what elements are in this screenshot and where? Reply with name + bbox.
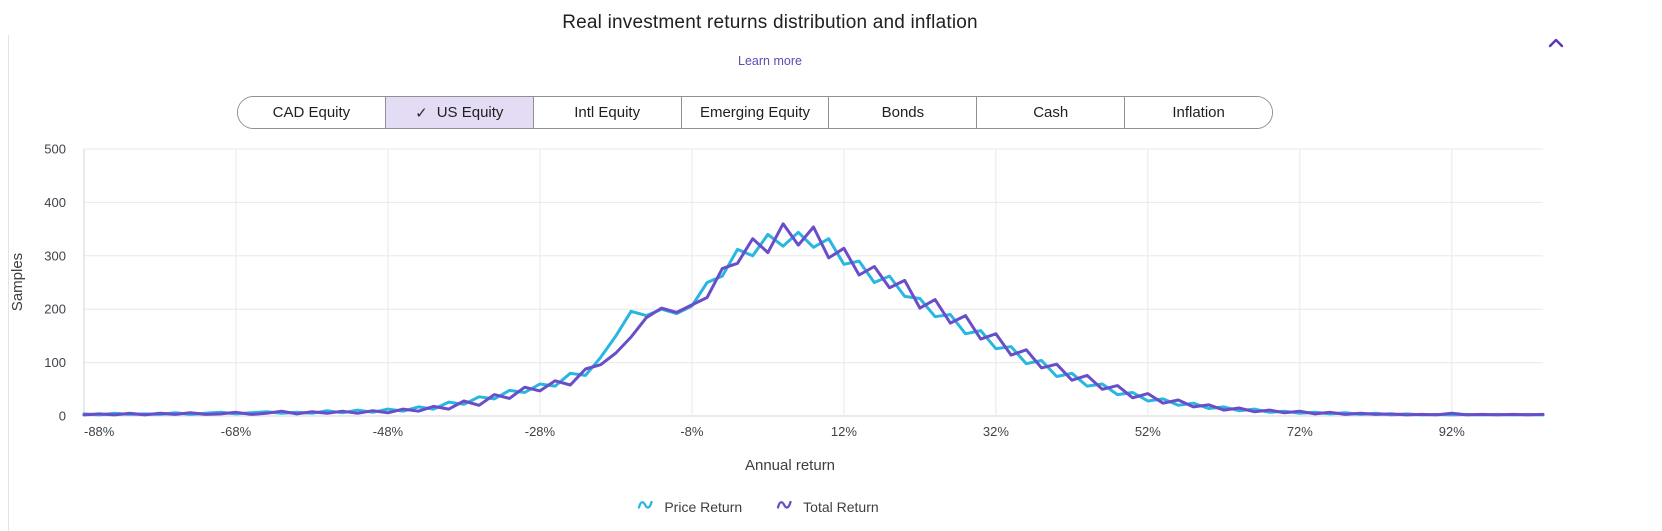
legend-item-total-return[interactable]: Total Return bbox=[776, 497, 879, 517]
panel-edge-divider bbox=[8, 35, 9, 531]
tab-bonds[interactable]: Bonds bbox=[828, 97, 977, 128]
svg-text:72%: 72% bbox=[1287, 424, 1313, 439]
svg-text:200: 200 bbox=[44, 302, 66, 317]
collapse-panel-button[interactable] bbox=[1542, 30, 1570, 58]
legend-label: Price Return bbox=[664, 499, 743, 515]
tab-intl-equity[interactable]: Intl Equity bbox=[532, 97, 681, 128]
svg-text:-8%: -8% bbox=[680, 424, 704, 439]
svg-text:-68%: -68% bbox=[221, 424, 252, 439]
wave-icon bbox=[637, 497, 655, 517]
tab-label: US Equity bbox=[436, 104, 504, 121]
svg-text:300: 300 bbox=[44, 248, 66, 263]
svg-text:-28%: -28% bbox=[525, 424, 556, 439]
tab-cad-equity[interactable]: CAD Equity bbox=[238, 97, 385, 128]
tab-label: Cash bbox=[1033, 104, 1069, 121]
svg-text:32%: 32% bbox=[983, 424, 1009, 439]
svg-text:12%: 12% bbox=[831, 424, 857, 439]
check-icon: ✓ bbox=[415, 104, 428, 122]
tab-label: Emerging Equity bbox=[699, 104, 811, 121]
tab-inflation[interactable]: Inflation bbox=[1124, 97, 1272, 128]
y-axis-label: Samples bbox=[9, 252, 26, 312]
tab-cash[interactable]: Cash bbox=[976, 97, 1125, 128]
svg-text:100: 100 bbox=[44, 355, 66, 370]
svg-text:400: 400 bbox=[44, 195, 66, 210]
tab-us-equity[interactable]: ✓ US Equity bbox=[384, 97, 533, 128]
legend-item-price-return[interactable]: Price Return bbox=[637, 497, 742, 517]
legend-label: Total Return bbox=[803, 499, 879, 515]
tab-label: Intl Equity bbox=[574, 104, 641, 121]
svg-text:92%: 92% bbox=[1439, 424, 1465, 439]
asset-class-tabbar: CAD Equity ✓ US Equity Intl Equity Emergi… bbox=[237, 96, 1273, 129]
tab-label: Bonds bbox=[881, 104, 925, 121]
svg-text:-48%: -48% bbox=[373, 424, 404, 439]
chevron-up-icon bbox=[1545, 34, 1567, 55]
tab-label: Inflation bbox=[1172, 104, 1225, 121]
svg-text:0: 0 bbox=[59, 409, 66, 424]
svg-text:500: 500 bbox=[44, 142, 66, 157]
tab-label: CAD Equity bbox=[272, 104, 351, 121]
learn-more-link[interactable]: Learn more bbox=[738, 54, 802, 68]
chart-legend: Price Return Total Return bbox=[0, 497, 1516, 517]
x-axis-label: Annual return bbox=[744, 457, 836, 474]
page-title: Real investment returns distribution and… bbox=[562, 12, 978, 33]
svg-text:-88%: -88% bbox=[84, 424, 115, 439]
wave-icon bbox=[776, 497, 794, 517]
tab-emerging-equity[interactable]: Emerging Equity bbox=[680, 97, 829, 128]
svg-text:52%: 52% bbox=[1135, 424, 1161, 439]
